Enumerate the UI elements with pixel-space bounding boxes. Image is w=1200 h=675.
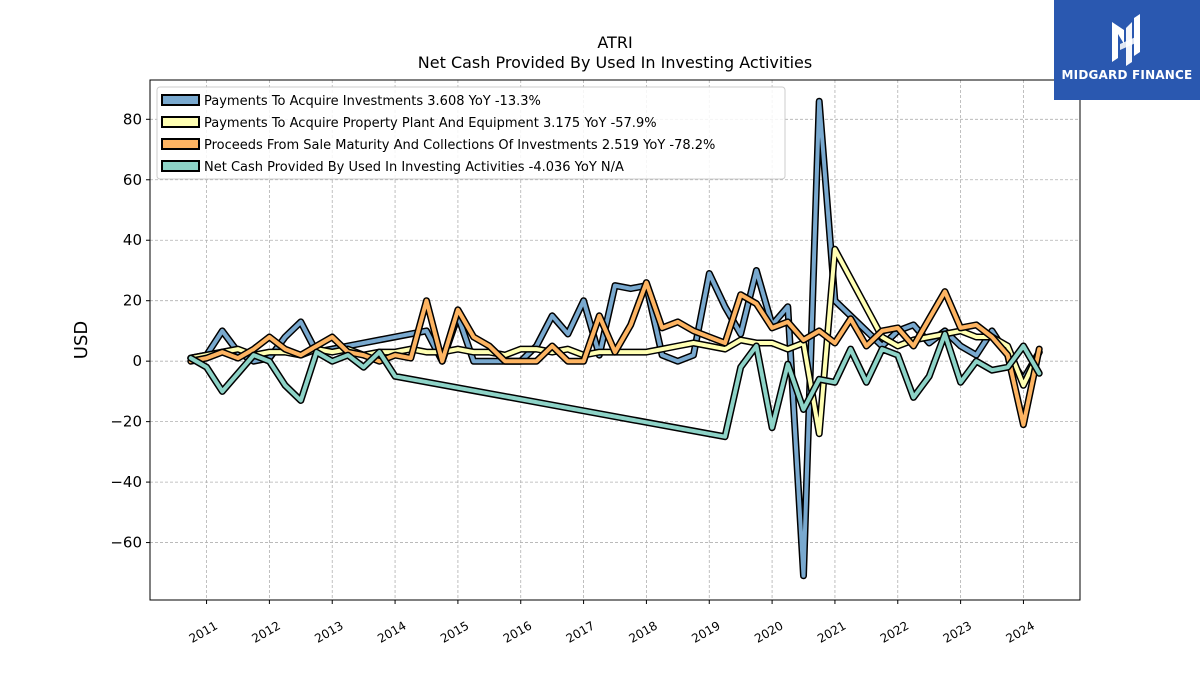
series-payments-to-acquire-property-plant-and-equipment xyxy=(187,245,1043,438)
chart-title: ATRI xyxy=(597,33,632,52)
y-tick-label: 20 xyxy=(123,292,142,310)
midgard-finance-logo: MIDGARD FINANCE xyxy=(1054,0,1200,100)
series-line xyxy=(188,280,1042,427)
midgard-logo-icon xyxy=(1112,14,1140,66)
series-line xyxy=(188,247,1042,436)
y-tick-label: 0 xyxy=(132,352,142,370)
logo-text: MIDGARD FINANCE xyxy=(1061,68,1193,82)
legend-swatch xyxy=(161,94,200,106)
legend-label: Net Cash Provided By Used In Investing A… xyxy=(204,160,624,175)
legend-label: Payments To Acquire Investments 3.608 Yo… xyxy=(204,94,541,109)
y-tick-label: −60 xyxy=(110,534,142,552)
legend-swatch xyxy=(161,138,200,150)
series-line xyxy=(188,332,1042,439)
series-proceeds-from-sale-maturity-and-collections-of-investments xyxy=(187,279,1043,429)
series-net-cash-provided-by-used-in-investing-activities xyxy=(187,330,1043,441)
chart-subtitle: Net Cash Provided By Used In Investing A… xyxy=(418,53,812,72)
legend-label: Payments To Acquire Property Plant And E… xyxy=(204,116,657,131)
series-layer xyxy=(187,97,1043,580)
y-tick-label: 40 xyxy=(123,231,142,249)
y-tick-label: 80 xyxy=(123,110,142,128)
legend-label: Proceeds From Sale Maturity And Collecti… xyxy=(204,138,715,153)
plot-frame xyxy=(149,79,1081,601)
legend: Payments To Acquire Investments 3.608 Yo… xyxy=(156,86,786,180)
legend-swatch xyxy=(161,160,200,172)
y-tick-label: −40 xyxy=(110,473,142,491)
y-axis-label: USD xyxy=(71,321,92,359)
legend-box xyxy=(156,86,786,180)
legend-swatch xyxy=(161,116,200,128)
y-tick-label: 60 xyxy=(123,171,142,189)
y-tick-label: −20 xyxy=(110,413,142,431)
